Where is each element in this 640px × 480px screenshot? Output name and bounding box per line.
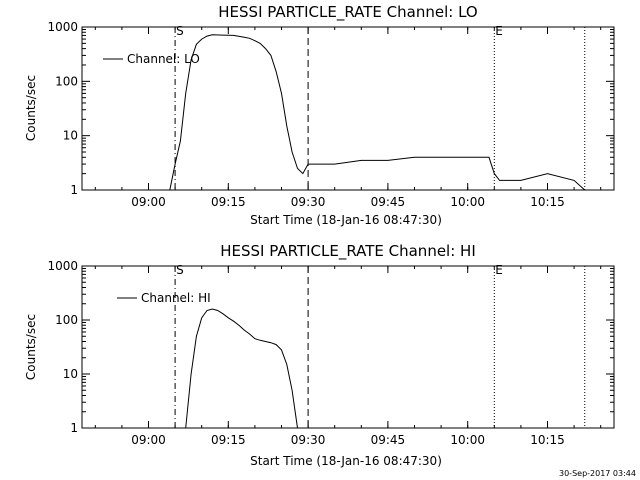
time-marker-label: S [176, 24, 184, 38]
x-tick-label: 09:45 [371, 433, 406, 447]
y-tick-label: 10 [63, 129, 78, 143]
y-axis-label: Counts/sec [24, 314, 38, 380]
y-axis-label: Counts/sec [24, 75, 38, 141]
y-tick-label: 1 [70, 183, 78, 197]
x-axis-label: Start Time (18-Jan-16 08:47:30) [250, 454, 442, 468]
time-marker-label: E [495, 24, 503, 38]
x-tick-label: 10:15 [530, 195, 565, 209]
y-tick-label: 100 [55, 313, 78, 327]
y-tick-label: 100 [55, 74, 78, 88]
x-tick-label: 09:15 [211, 195, 246, 209]
axis-ticks: 09:00 09:15 09:30 09:45 10:00 10:15 1 10 100 1000 [47, 259, 614, 447]
legend: Channel: HI [117, 291, 211, 305]
footer-timestamp: 30-Sep-2017 03:44 [559, 469, 636, 478]
series-line [169, 34, 586, 191]
chart-lo: HESSI PARTICLE_RATE Channel: LO Counts/s… [24, 3, 615, 227]
y-tick-label: 1000 [47, 259, 78, 273]
x-tick-label: 09:45 [371, 195, 406, 209]
plot-frame [81, 265, 615, 429]
plot-frame [81, 26, 615, 191]
axis-ticks: 09:00 09:15 09:30 09:45 10:00 10:15 1 10 100 1000 [47, 20, 614, 209]
series-line [185, 308, 298, 429]
chart-hi: HESSI PARTICLE_RATE Channel: HI Counts/s… [24, 242, 615, 468]
legend-label: Channel: LO [127, 52, 200, 66]
x-tick-label: 09:15 [211, 433, 246, 447]
x-tick-label: 10:00 [450, 195, 485, 209]
x-tick-label: 10:15 [530, 433, 565, 447]
series-group [169, 34, 586, 191]
x-tick-label: 09:00 [131, 433, 166, 447]
time-marker-label: S [176, 263, 184, 277]
chart-title: HESSI PARTICLE_RATE Channel: LO [218, 3, 477, 22]
x-tick-label: 09:30 [291, 433, 326, 447]
time-marker-label: E [495, 263, 503, 277]
y-tick-label: 1 [70, 421, 78, 435]
x-axis-label: Start Time (18-Jan-16 08:47:30) [250, 213, 442, 227]
chart-title: HESSI PARTICLE_RATE Channel: HI [220, 242, 476, 261]
legend-label: Channel: HI [141, 291, 211, 305]
x-tick-label: 09:30 [291, 195, 326, 209]
y-tick-label: 10 [63, 367, 78, 381]
x-tick-label: 10:00 [450, 433, 485, 447]
series-group [185, 308, 298, 429]
y-tick-label: 1000 [47, 20, 78, 34]
legend: Channel: LO [103, 52, 200, 66]
x-tick-label: 09:00 [131, 195, 166, 209]
